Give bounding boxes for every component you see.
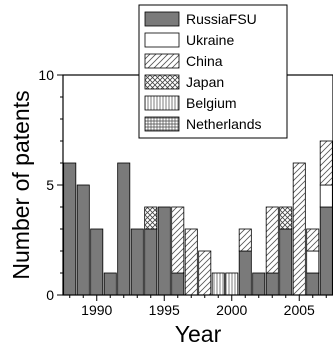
- x-tick-label: 2005: [284, 302, 315, 318]
- bar-segment: [319, 184, 333, 208]
- x-tick-label: 1990: [81, 302, 112, 318]
- bar-segment: [63, 162, 77, 296]
- legend-swatch: [144, 53, 180, 69]
- legend-swatch: [144, 95, 180, 111]
- bar-segment: [130, 228, 144, 296]
- bar-segment: [319, 206, 333, 296]
- bar-layer: [63, 140, 333, 296]
- bar-segment: [306, 228, 320, 252]
- legend-label: China: [186, 53, 223, 69]
- bar-segment: [265, 272, 279, 296]
- y-axis-title: Number of patents: [8, 90, 34, 279]
- y-axis: 0 5 10: [38, 67, 63, 303]
- legend-label: Netherlands: [186, 116, 262, 132]
- bar-segment: [252, 272, 266, 296]
- bar-segment: [171, 272, 185, 296]
- bar-segment: [117, 162, 131, 296]
- bar-segment: [144, 228, 158, 296]
- bar-segment: [306, 272, 320, 296]
- bar-segment: [306, 250, 320, 274]
- bar-segment: [90, 228, 104, 296]
- legend-swatch: [144, 74, 180, 90]
- bar-segment: [265, 206, 279, 274]
- legend-frame: [138, 4, 288, 139]
- bar-segment: [279, 206, 293, 230]
- x-axis: 1990 1995 2000 2005: [69, 295, 327, 318]
- x-tick-label: 1995: [149, 302, 180, 318]
- bar-segment: [144, 206, 158, 230]
- bar-segment: [238, 228, 252, 252]
- bar-segment: [225, 272, 239, 296]
- legend-label: RussiaFSU: [186, 11, 257, 27]
- x-tick-label: 2000: [216, 302, 247, 318]
- bar-segment: [157, 206, 171, 296]
- legend-swatch: [144, 11, 180, 27]
- bar-segment: [198, 250, 212, 296]
- legend-label: Belgium: [186, 95, 237, 111]
- bar-segment: [238, 250, 252, 296]
- legend-label: Japan: [186, 74, 224, 90]
- y-tick-label: 5: [46, 177, 54, 193]
- bar-segment: [319, 140, 333, 186]
- bar-segment: [211, 272, 225, 296]
- bar-segment: [171, 206, 185, 274]
- y-tick-label: 0: [46, 287, 54, 303]
- x-axis-title: Year: [175, 321, 222, 347]
- bar-segment: [279, 228, 293, 296]
- bar-segment: [103, 272, 117, 296]
- bar-segment: [76, 184, 90, 296]
- legend-swatch: [144, 116, 180, 132]
- y-tick-label: 10: [38, 67, 54, 83]
- bar-segment: [292, 162, 306, 296]
- legend: RussiaFSU Ukraine China Japan Belgium Netherl…: [138, 4, 288, 139]
- bar-segment: [184, 228, 198, 296]
- legend-swatch: [144, 32, 180, 48]
- legend-label: Ukraine: [186, 32, 234, 48]
